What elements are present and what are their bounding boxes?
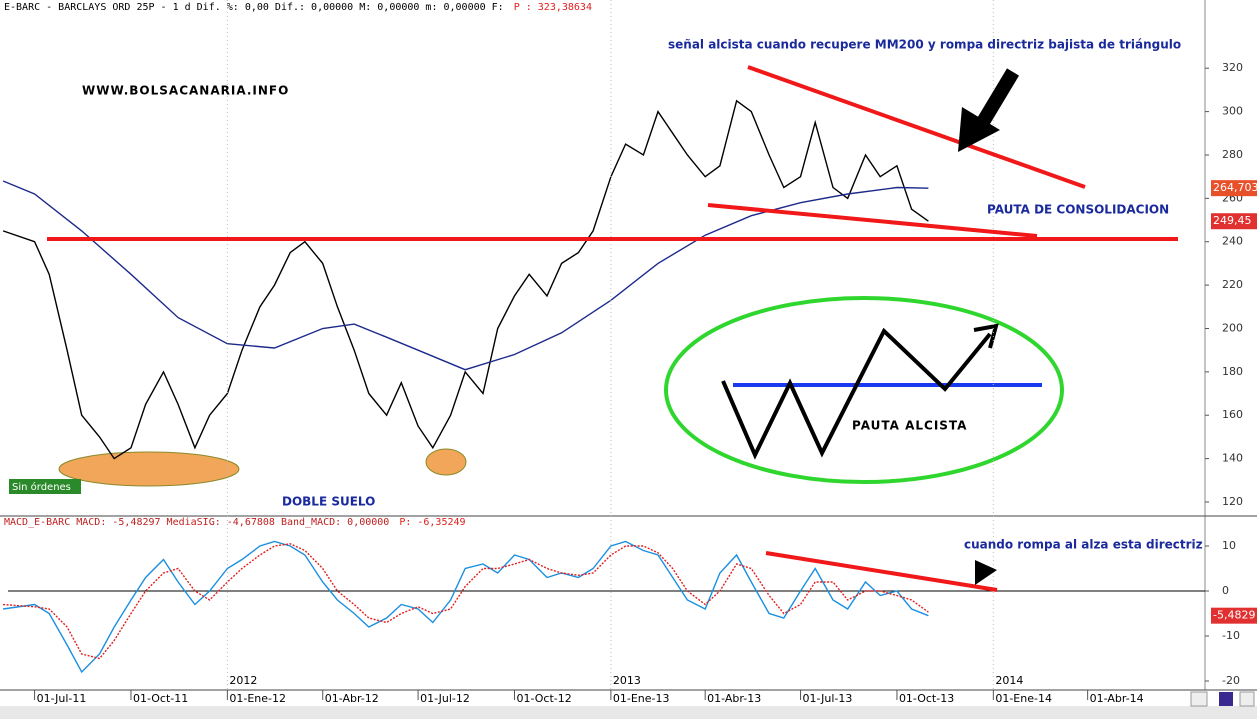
- pattern-zigzag: [721, 327, 992, 460]
- arrow-head: [975, 560, 997, 585]
- y-tick-label: 120: [1222, 495, 1243, 508]
- series-line: [2, 99, 929, 460]
- x-tick-label: 01-Oct-13: [899, 692, 954, 705]
- menu-button[interactable]: [1239, 691, 1255, 707]
- y-tick-label: 300: [1222, 105, 1243, 118]
- year-label: 2014: [995, 674, 1023, 687]
- annotation: DOBLE SUELO: [282, 495, 375, 509]
- y-tick-label: 140: [1222, 452, 1243, 465]
- y-tick-label: 280: [1222, 148, 1243, 161]
- y-tick-label: 200: [1222, 321, 1243, 334]
- site-label: WWW.BOLSACANARIA.INFO: [82, 84, 289, 98]
- pattern-arrowhead: [973, 323, 999, 349]
- y-tick-label: -20: [1222, 674, 1240, 687]
- x-tick-label: 01-Jul-11: [37, 692, 87, 705]
- panel-header-price: P: -6,35249: [399, 517, 465, 528]
- scrollbar[interactable]: [0, 706, 1257, 719]
- price-badge-label: 249,45: [1213, 214, 1252, 227]
- trend-line: [707, 203, 1038, 238]
- y-tick-label: 240: [1222, 235, 1243, 248]
- y-tick-label: 0: [1222, 584, 1229, 597]
- trend-line: [747, 65, 1086, 189]
- x-tick-label: 01-Ene-13: [613, 692, 670, 705]
- y-tick-label: -10: [1222, 629, 1240, 642]
- x-tick-label: 01-Abr-13: [707, 692, 761, 705]
- price-badge: [1211, 213, 1257, 230]
- save-button[interactable]: [1219, 692, 1233, 706]
- price-badge: [1211, 180, 1257, 197]
- panel-header: E-BARC - BARCLAYS ORD 25P - 1 d Dif. %: …: [4, 2, 504, 13]
- annotation: PAUTA ALCISTA: [852, 419, 967, 433]
- price-badge: [1211, 607, 1257, 624]
- annotation: señal alcista cuando recupere MM200 y ro…: [668, 38, 1181, 52]
- series-line: [2, 180, 929, 371]
- year-label: 2013: [613, 674, 641, 687]
- y-tick-label: 160: [1222, 408, 1243, 421]
- panel-header: MACD_E-BARC MACD: -5,48297 MediaSIG: -4,…: [4, 517, 389, 528]
- x-tick-label: 01-Ene-14: [995, 692, 1052, 705]
- x-tick-label: 01-Jul-12: [420, 692, 470, 705]
- y-tick-label: 10: [1222, 539, 1236, 552]
- bottom-ellipse: [58, 451, 240, 487]
- panel-header-price: P : 323,38634: [514, 2, 592, 13]
- x-tick-label: 01-Ene-12: [229, 692, 286, 705]
- annotation: PAUTA DE CONSOLIDACION: [987, 203, 1169, 217]
- x-tick-label: 01-Oct-11: [133, 692, 188, 705]
- annotation: cuando rompa al alza esta directriz: [964, 538, 1203, 552]
- price-badge-label: 264,703: [1213, 181, 1257, 194]
- x-tick-label: 01-Oct-12: [516, 692, 571, 705]
- y-tick-label: 320: [1222, 61, 1243, 74]
- x-tick-label: 01-Abr-12: [325, 692, 379, 705]
- y-tick-label: 220: [1222, 278, 1243, 291]
- price-badge-label: -5,4829: [1213, 609, 1255, 622]
- status-box: [9, 479, 81, 494]
- bottom-ellipse: [425, 448, 467, 476]
- status-label: Sin órdenes: [12, 481, 71, 493]
- pattern-ellipse: [664, 296, 1064, 484]
- x-tick-label: 01-Abr-14: [1090, 692, 1144, 705]
- series-line: [3, 543, 929, 660]
- tool-button[interactable]: [1190, 691, 1208, 707]
- x-tick-label: 01-Jul-13: [803, 692, 853, 705]
- macd-trend-line: [765, 551, 998, 592]
- y-tick-label: 180: [1222, 365, 1243, 378]
- arrow-shaft: [976, 68, 1020, 126]
- year-label: 2012: [229, 674, 257, 687]
- arrow-head: [958, 107, 1000, 152]
